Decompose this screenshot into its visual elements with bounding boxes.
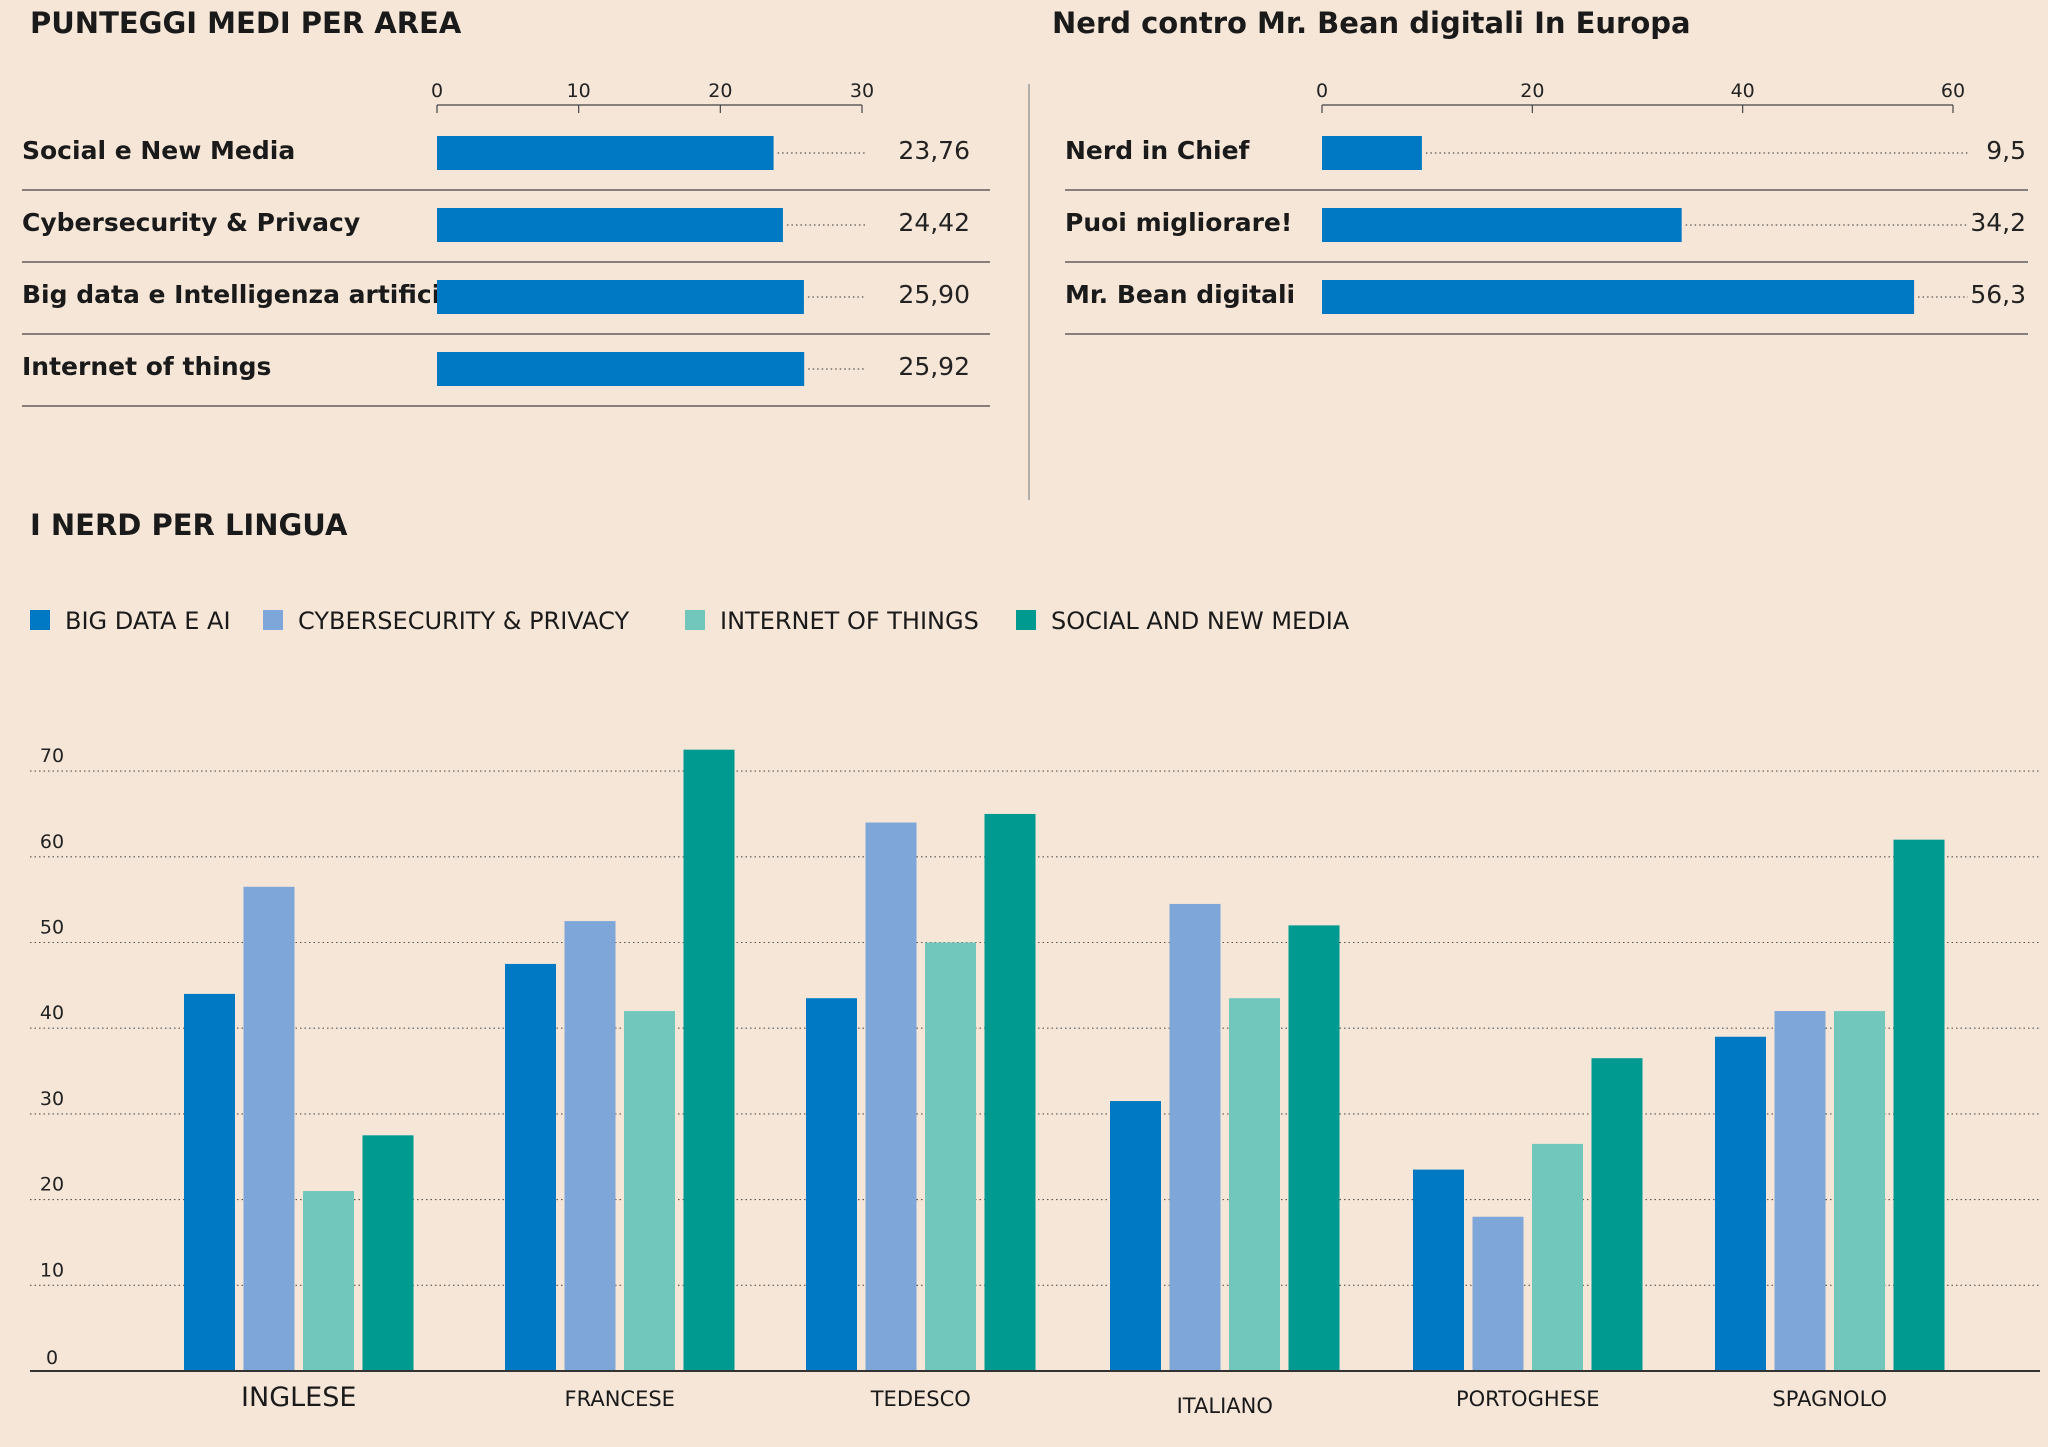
- bar: [1169, 903, 1221, 1371]
- x-category-label: FRANCESE: [565, 1387, 675, 1411]
- bar: [1322, 280, 1915, 314]
- chart3-nerds-by-language: BIG DATA E AI CYBERSECURITY & PRIVACY INTE…: [30, 607, 2040, 1418]
- bar: [1288, 925, 1340, 1371]
- y-tick-label: 70: [40, 745, 64, 767]
- category-label: Puoi migliorare!: [1065, 208, 1292, 237]
- bar: [1834, 1011, 1885, 1371]
- x-tick-label: 0: [1316, 80, 1328, 102]
- category-label: Cybersecurity & Privacy: [22, 208, 360, 237]
- y-tick-label: 60: [40, 831, 64, 853]
- bar: [303, 1191, 354, 1371]
- bar: [564, 921, 616, 1371]
- y-tick-label: 0: [46, 1347, 58, 1369]
- x-tick-label: 0: [431, 80, 443, 102]
- value-label: 34,2: [1970, 208, 2026, 237]
- x-category-label: ITALIANO: [1177, 1394, 1273, 1418]
- chart1-avg-scores-by-area: 0 10 20 30 Social e New Media 23,76 Cybersecur…: [22, 80, 990, 407]
- bar: [925, 942, 976, 1371]
- bar: [437, 208, 783, 242]
- category-label: Big data e Intelligenza artificiale: [22, 280, 483, 309]
- bar: [624, 1011, 675, 1371]
- legend-swatch: [685, 610, 705, 630]
- y-tick-label: 10: [40, 1259, 64, 1281]
- legend-swatch: [30, 610, 50, 630]
- bar: [1322, 208, 1682, 242]
- y-tick-label: 30: [40, 1088, 64, 1110]
- value-label: 9,5: [1986, 136, 2026, 165]
- category-label: Mr. Bean digitali: [1065, 280, 1295, 309]
- chart3-title: I NERD PER LINGUA: [30, 508, 348, 542]
- x-tick-label: 60: [1941, 80, 1965, 102]
- bar: [1413, 1169, 1464, 1371]
- chart1-title: PUNTEGGI MEDI PER AREA: [30, 6, 462, 40]
- chart2-title: Nerd contro Mr. Bean digitali In Europa: [1052, 6, 1691, 40]
- y-tick-label: 20: [40, 1174, 64, 1196]
- bar: [362, 1135, 414, 1371]
- y-tick-label: 50: [40, 917, 64, 939]
- x-category-label: SPAGNOLO: [1772, 1387, 1887, 1411]
- bar: [505, 963, 556, 1371]
- bar: [984, 813, 1036, 1371]
- bar: [1229, 998, 1280, 1371]
- bar: [243, 886, 295, 1371]
- bar: [437, 352, 805, 386]
- x-tick-label: 30: [850, 80, 874, 102]
- chart2-nerd-vs-mrbean: 0 20 40 60 Nerd in Chief 9,5 Puoi migliorare! 3…: [1065, 80, 2028, 335]
- category-label: Internet of things: [22, 352, 271, 381]
- bar: [1774, 1011, 1826, 1371]
- x-tick-label: 10: [567, 80, 591, 102]
- bar: [184, 993, 235, 1371]
- bar: [683, 749, 735, 1371]
- legend-label: BIG DATA E AI: [65, 607, 231, 635]
- bar: [1893, 839, 1945, 1371]
- bar: [1715, 1036, 1766, 1371]
- x-category-label: INGLESE: [241, 1382, 356, 1413]
- bar: [1472, 1216, 1524, 1371]
- bar: [437, 280, 804, 314]
- bar: [865, 822, 917, 1371]
- legend-label: INTERNET OF THINGS: [720, 607, 979, 635]
- value-label: 25,90: [898, 280, 970, 309]
- category-label: Nerd in Chief: [1065, 136, 1251, 165]
- x-tick-label: 40: [1731, 80, 1755, 102]
- bar: [1322, 136, 1422, 170]
- bar: [1110, 1101, 1161, 1371]
- bar: [1532, 1143, 1583, 1371]
- y-tick-label: 40: [40, 1002, 64, 1024]
- x-tick-label: 20: [708, 80, 732, 102]
- x-category-label: PORTOGHESE: [1456, 1387, 1600, 1411]
- bar: [1591, 1058, 1643, 1371]
- x-category-label: TEDESCO: [870, 1387, 971, 1411]
- x-tick-label: 20: [1520, 80, 1544, 102]
- bar: [806, 998, 857, 1371]
- value-label: 56,3: [1970, 280, 2026, 309]
- value-label: 25,92: [898, 352, 970, 381]
- legend-label: SOCIAL AND NEW MEDIA: [1051, 607, 1350, 635]
- category-label: Social e New Media: [22, 136, 295, 165]
- bar: [437, 136, 774, 170]
- legend-swatch: [1016, 610, 1036, 630]
- legend-swatch: [263, 610, 283, 630]
- value-label: 23,76: [898, 136, 970, 165]
- value-label: 24,42: [898, 208, 970, 237]
- legend-label: CYBERSECURITY & PRIVACY: [298, 607, 630, 635]
